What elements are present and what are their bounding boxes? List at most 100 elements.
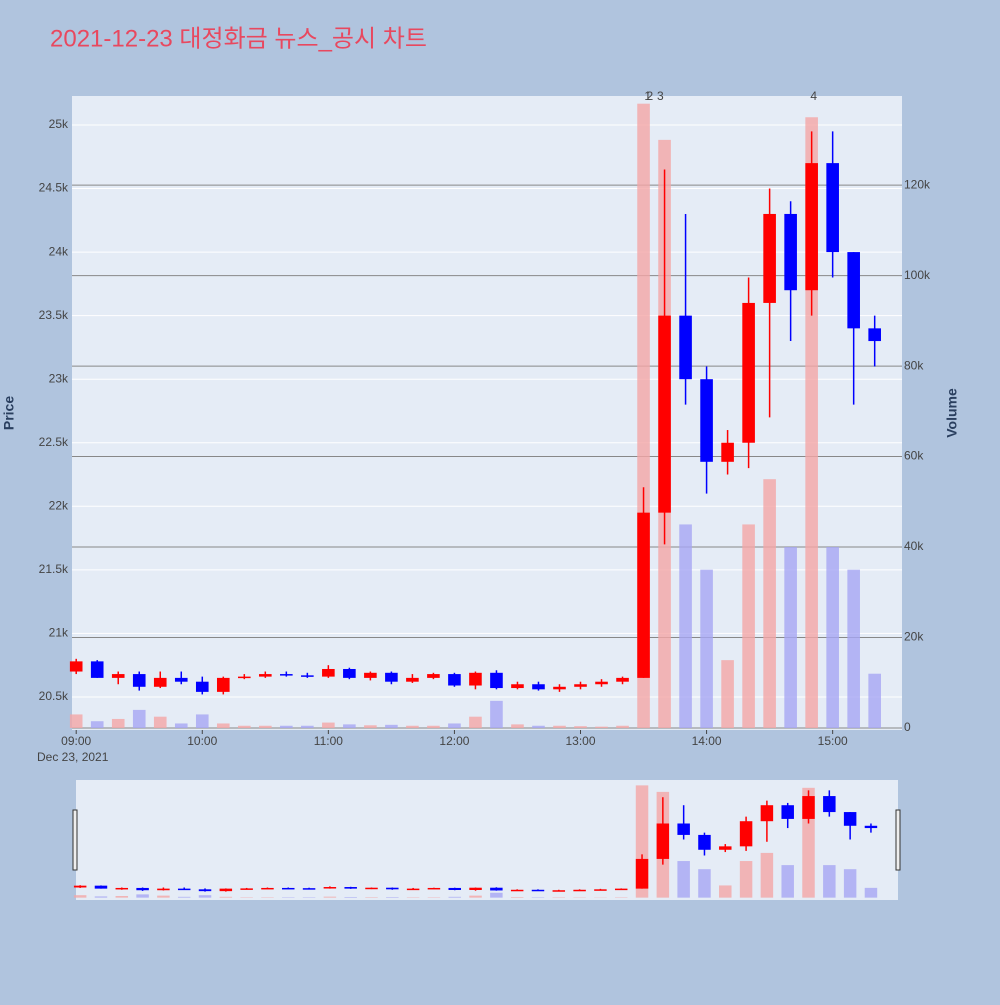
candle-body — [553, 687, 566, 690]
volume-bar — [91, 721, 104, 728]
slider-volume-bar — [865, 888, 877, 898]
volume-bar — [826, 547, 839, 728]
candle-body — [280, 674, 293, 676]
slider-candle-body — [615, 889, 627, 891]
slider-candle-body — [740, 821, 752, 846]
candle-body — [301, 675, 314, 677]
y2-axis-title: Volume — [944, 388, 960, 438]
slider-volume-bar — [719, 885, 731, 897]
slider-candle-body — [781, 805, 793, 819]
candle-body — [133, 674, 146, 687]
candle-body — [448, 674, 461, 685]
volume-bar — [679, 524, 692, 728]
slider-candle-body — [449, 888, 461, 890]
y-tick-label: 20.5k — [39, 689, 69, 703]
volume-bar — [175, 723, 188, 728]
slider-candle-body — [553, 890, 565, 892]
slider-candle-body — [532, 890, 544, 892]
slider-candle-body — [116, 888, 128, 890]
volume-bar — [847, 570, 860, 728]
candle-body — [343, 669, 356, 678]
annotation: 2 — [647, 89, 654, 103]
volume-bar — [700, 570, 713, 728]
x-tick-label: 10:00 — [187, 734, 217, 748]
volume-bar — [154, 717, 167, 728]
slider-candle-body — [178, 889, 190, 891]
slider-volume-bar — [490, 893, 502, 898]
chart-title: 2021-12-23 대정화금 뉴스_공시 차트 — [50, 25, 427, 52]
y2-tick-label: 120k — [904, 177, 931, 191]
candle-body — [238, 677, 251, 679]
candle-body — [637, 513, 650, 678]
candle-body — [805, 163, 818, 290]
candle-body — [91, 661, 104, 678]
x-tick-label: 13:00 — [565, 734, 595, 748]
y2-tick-label: 20k — [904, 630, 924, 644]
slider-candle-body — [823, 796, 835, 812]
candle-body — [658, 316, 671, 513]
x-tick-label: 11:00 — [314, 734, 343, 748]
volume-bar — [574, 726, 587, 728]
slider-handle[interactable] — [896, 810, 900, 870]
slider-volume-bar — [157, 896, 169, 898]
candle-body — [826, 163, 839, 252]
volume-bar — [238, 726, 251, 728]
volume-bar — [784, 547, 797, 728]
candle-body — [175, 678, 188, 682]
volume-bar — [553, 726, 566, 728]
volume-bar — [448, 723, 461, 728]
candle-body — [511, 684, 524, 688]
slider-candle-body — [761, 805, 773, 821]
slider-candle-body — [240, 888, 252, 890]
volume-bar — [385, 725, 398, 728]
y2-tick-label: 80k — [904, 358, 924, 372]
candle-body — [616, 678, 629, 682]
slider-candle-body — [802, 796, 814, 819]
slider-volume-bar — [449, 897, 461, 898]
slider-candle-body — [157, 889, 169, 891]
volume-bar — [196, 714, 209, 728]
slider-volume-bar — [178, 897, 190, 898]
volume-bar — [595, 727, 608, 728]
slider-volume-bar — [677, 861, 689, 898]
slider-candle-body — [698, 835, 710, 850]
volume-bar — [259, 726, 272, 728]
y2-tick-label: 40k — [904, 539, 924, 553]
candle-body — [847, 252, 860, 328]
annotation: 4 — [810, 89, 817, 103]
slider-candle-body — [719, 846, 731, 849]
y2-tick-label: 60k — [904, 449, 924, 463]
candle-body — [196, 682, 209, 692]
slider-candle-body — [365, 888, 377, 890]
slider-volume-bar — [324, 897, 336, 898]
y-tick-label: 24k — [49, 244, 69, 258]
candle-body — [595, 682, 608, 685]
volume-bar — [343, 724, 356, 728]
candle-body — [385, 673, 398, 682]
slider-volume-bar — [344, 897, 356, 898]
slider-volume-bar — [469, 896, 481, 898]
slider-candle-body — [844, 812, 856, 826]
slider-volume-bar — [199, 895, 211, 897]
volume-bar — [490, 701, 503, 728]
slider-candle-body — [428, 888, 440, 890]
volume-bar — [406, 726, 419, 728]
candle-body — [490, 673, 503, 688]
slider-candle-body — [199, 889, 211, 891]
y-tick-label: 22.5k — [39, 435, 69, 449]
volume-bar — [511, 724, 524, 728]
volume-bar — [364, 725, 377, 728]
slider-candle-body — [74, 886, 86, 888]
volume-bar — [763, 479, 776, 728]
plot-area — [72, 96, 902, 730]
candle-body — [217, 678, 230, 692]
slider-candle-body — [324, 887, 336, 889]
slider-candle-body — [657, 823, 669, 858]
slider-handle[interactable] — [73, 810, 77, 870]
slider-candle-body — [636, 859, 648, 889]
y2-tick-label: 0 — [904, 720, 911, 734]
range-slider[interactable] — [76, 780, 898, 900]
volume-bar — [721, 660, 734, 728]
candle-body — [154, 678, 167, 687]
y2-tick-label: 100k — [904, 268, 931, 282]
